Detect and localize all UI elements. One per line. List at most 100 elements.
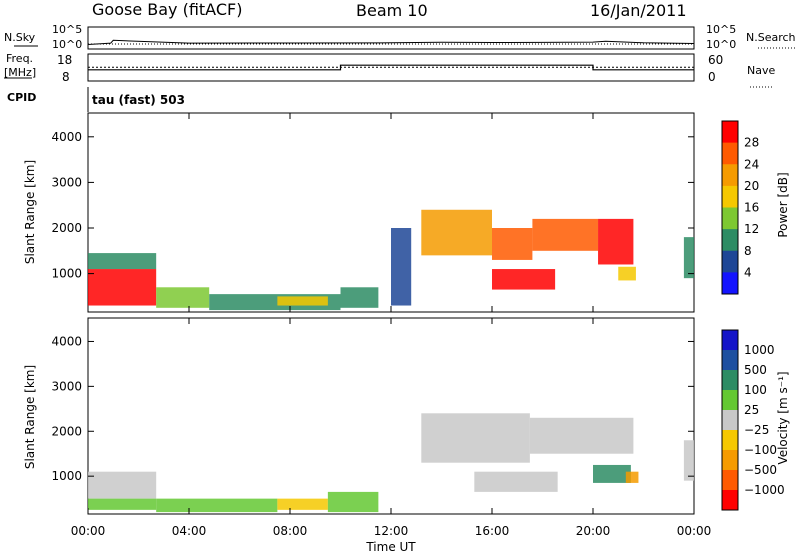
- velocity-panel: Slant Range [km] 4000 3000 2000 1000: [23, 317, 695, 515]
- power-y-tick-label: 1000: [51, 267, 82, 281]
- x-tick-label: 04:00: [172, 524, 207, 538]
- power-colorbar-swatch: [722, 121, 738, 144]
- velocity-data-cell: [88, 498, 157, 510]
- power-colorbar-tick: 16: [744, 201, 759, 215]
- velocity-data-cell: [593, 464, 631, 483]
- x-tick-label: 16:00: [475, 524, 510, 538]
- nsky-panel: N.Sky 10^5 10^0 10^5 10^0 N.Search: [4, 23, 796, 51]
- velocity-colorbar-swatch: [722, 410, 738, 431]
- nsky-tick-top: 10^5: [52, 23, 82, 36]
- power-data-cell: [598, 218, 634, 265]
- velocity-y-tick-label: 4000: [51, 334, 82, 348]
- power-data-cell: [88, 253, 157, 270]
- power-colorbar-swatch: [722, 142, 738, 165]
- velocity-frame: [87, 317, 695, 515]
- velocity-data-cell: [625, 471, 639, 483]
- velocity-data-cell: [474, 471, 558, 492]
- velocity-data-cell: [421, 413, 530, 463]
- velocity-colorbar-tick: 500: [744, 363, 767, 377]
- velocity-data: [88, 413, 694, 513]
- nave-tick-bottom: 0: [708, 70, 716, 84]
- date-title: 16/Jan/2011: [590, 1, 687, 20]
- power-data-cell: [156, 287, 210, 308]
- velocity-colorbar-tick: 100: [744, 383, 767, 397]
- velocity-data-cell: [277, 498, 328, 510]
- power-data-cell: [277, 296, 328, 306]
- velocity-colorbar-tick: −25: [744, 423, 769, 437]
- power-colorbar-tick: 20: [744, 179, 759, 193]
- freq-panel: Freq. [MHz] 18 8 60 0 Nave: [4, 52, 775, 88]
- power-y-tick-label: 4000: [51, 130, 82, 144]
- velocity-y-tick-label: 3000: [51, 379, 82, 393]
- freq-tick-top: 18: [57, 53, 72, 67]
- velocity-colorbar-tick: 1000: [744, 343, 775, 357]
- freq-label-line1: Freq.: [6, 52, 33, 65]
- power-data-cell: [492, 228, 533, 260]
- x-axis-label: Time UT: [365, 540, 416, 554]
- cpid-label: CPID: [7, 91, 36, 104]
- velocity-y-tick-label: 1000: [51, 469, 82, 483]
- velocity-colorbar-tick: −500: [744, 463, 777, 477]
- power-data-cell: [391, 228, 412, 306]
- velocity-colorbar-swatch: [722, 490, 738, 511]
- power-y-tick-label: 3000: [51, 175, 82, 189]
- velocity-colorbar: 1000 500 100 25 −25 −100 −500 −1000 Velocity [m…: [721, 329, 790, 511]
- nsearch-tick-top: 10^5: [706, 23, 736, 36]
- power-data-cell: [532, 218, 599, 251]
- power-colorbar-tick: 12: [744, 222, 759, 236]
- power-colorbar-tick: 24: [744, 157, 759, 171]
- power-data-cell: [88, 269, 157, 306]
- velocity-data-cell: [88, 471, 157, 499]
- velocity-colorbar-tick: −1000: [744, 483, 785, 497]
- power-data-cell: [683, 237, 694, 279]
- power-colorbar-swatch: [722, 185, 738, 208]
- power-panel: Slant Range [km] 4000 3000 2000 1000: [23, 112, 695, 313]
- nsky-label: N.Sky: [4, 31, 36, 44]
- freq-series-line: [88, 64, 694, 71]
- power-data-cell: [492, 269, 556, 290]
- power-colorbar-swatch: [722, 272, 738, 295]
- nsearch-label: N.Search: [746, 31, 796, 44]
- velocity-colorbar-swatch: [722, 370, 738, 391]
- power-colorbar-frame: [721, 120, 739, 295]
- power-data-cell: [421, 209, 492, 256]
- velocity-colorbar-swatch: [722, 330, 738, 351]
- velocity-ylabel: Slant Range [km]: [23, 365, 37, 469]
- nsky-frame: [87, 26, 695, 50]
- freq-tick-bottom: 8: [62, 70, 70, 84]
- power-scale-label: Power [dB]: [776, 172, 790, 237]
- x-axis-ticks: 00:00 04:00 08:00 12:00 16:00 20:00 00:00: [71, 113, 712, 538]
- power-y-ticks: 4000 3000 2000 1000: [51, 130, 694, 281]
- power-colorbar-tick: 4: [744, 265, 752, 279]
- velocity-colorbar-tick: −100: [744, 443, 777, 457]
- velocity-colorbar-swatch: [722, 390, 738, 411]
- velocity-colorbar-swatch: [722, 450, 738, 471]
- power-colorbar-swatch: [722, 207, 738, 230]
- power-colorbar-swatch: [722, 229, 738, 252]
- velocity-colorbar-swatch: [722, 350, 738, 371]
- velocity-data-cell: [529, 417, 634, 454]
- velocity-colorbar-tick: 25: [744, 403, 759, 417]
- nsky-series-line: [87, 39, 695, 45]
- power-data-cell: [618, 266, 636, 281]
- power-colorbar: 28 24 20 16 12 8 4 Power [dB]: [721, 120, 790, 295]
- beam-title: Beam 10: [356, 1, 428, 20]
- nsearch-tick-bottom: 10^0: [706, 38, 736, 51]
- power-colorbar-swatch: [722, 164, 738, 187]
- velocity-data-cell: [327, 491, 379, 513]
- nave-tick-top: 60: [708, 53, 723, 67]
- x-tick-label: 12:00: [374, 524, 409, 538]
- power-y-tick-label: 2000: [51, 221, 82, 235]
- power-data-cell: [340, 287, 379, 308]
- power-colorbar-tick: 8: [744, 244, 752, 258]
- x-tick-label: 00:00: [677, 524, 712, 538]
- velocity-y-tick-label: 2000: [51, 424, 82, 438]
- nsky-tick-bottom: 10^0: [52, 38, 82, 51]
- power-colorbar-tick: 28: [744, 136, 759, 150]
- x-tick-label: 20:00: [576, 524, 611, 538]
- freq-label-line2: [MHz]: [4, 66, 36, 79]
- velocity-colorbar-frame: [721, 329, 739, 511]
- velocity-y-ticks: 4000 3000 2000 1000: [51, 334, 694, 483]
- freq-frame: [87, 53, 695, 82]
